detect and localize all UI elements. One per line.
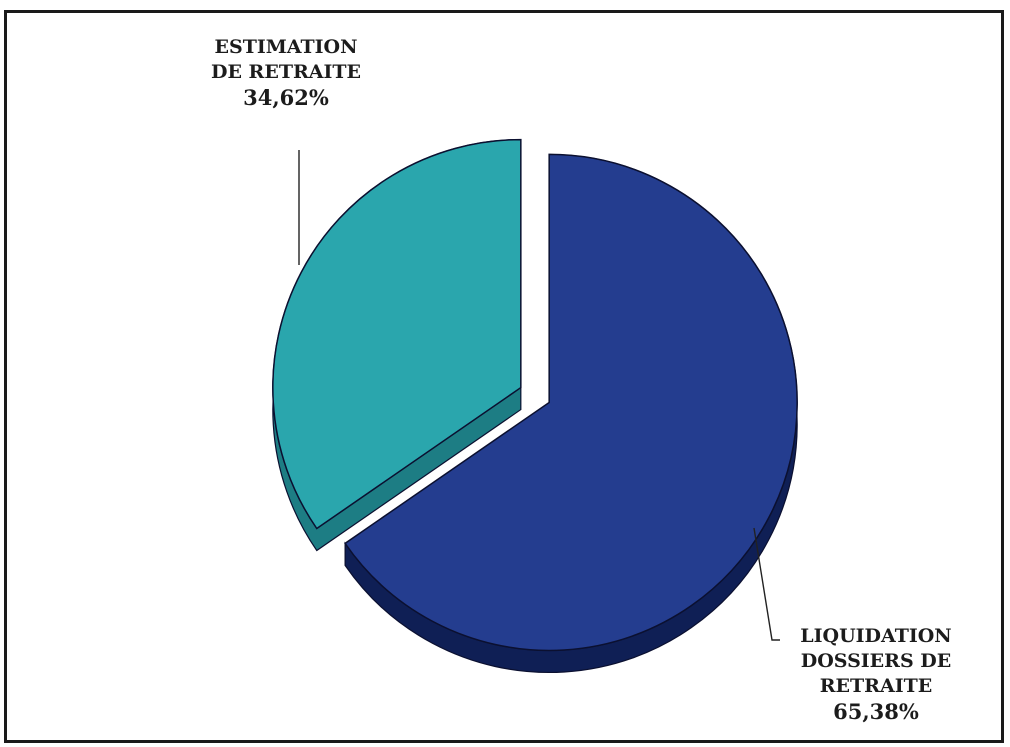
slice-label-line: DE RETRAITE (210, 61, 362, 83)
leader-line-liquidation (753, 527, 780, 641)
pie-slice-1 (344, 153, 798, 673)
pie-slice-top (344, 153, 798, 652)
slice-label-liquidation: LIQUIDATION DOSSIERS DE RETRAITE 65,38% (776, 624, 976, 724)
slice-label-line: RETRAITE (819, 675, 933, 697)
slice-label-estimation: ESTIMATION DE RETRAITE 34,62% (186, 35, 386, 110)
slice-label-line: DOSSIERS DE (800, 650, 952, 672)
slice-value-label: 34,62% (243, 85, 329, 110)
pie-slice-0 (272, 138, 522, 552)
slice-label-line: LIQUIDATION (800, 625, 952, 647)
slice-label-line: ESTIMATION (214, 36, 358, 58)
pie-slice-top (272, 138, 522, 530)
slice-value-label: 65,38% (833, 699, 919, 724)
